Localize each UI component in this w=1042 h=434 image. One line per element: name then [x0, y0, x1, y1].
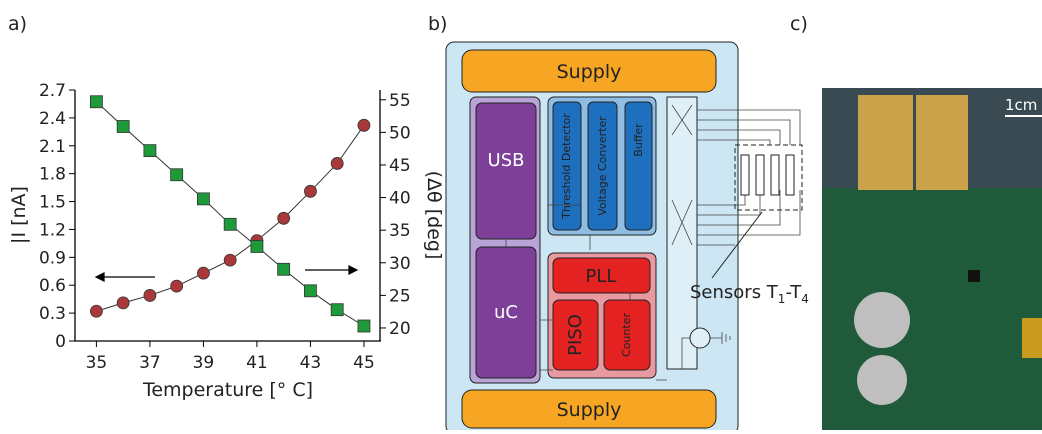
- usb-box: [476, 103, 536, 239]
- panel-label: c): [790, 13, 808, 35]
- y-tick-label: 0.9: [39, 248, 66, 268]
- battery-holder: [857, 355, 907, 405]
- y-axis-title: |I [nA]: [8, 186, 30, 244]
- y2-tick-label: 40: [389, 189, 411, 209]
- label: Voltage Converter: [596, 116, 609, 216]
- marker: [304, 285, 316, 297]
- label: Supply: [557, 399, 622, 421]
- marker: [117, 121, 129, 133]
- marker: [224, 218, 236, 230]
- panel-label: b): [428, 13, 447, 35]
- y-tick-label: 0: [55, 332, 66, 352]
- sensor-pad: [858, 95, 913, 190]
- marker: [358, 119, 370, 131]
- x-axis-title: Temperature [° C]: [142, 379, 313, 401]
- block: [625, 102, 652, 230]
- y-tick-label: 0.3: [39, 304, 66, 324]
- sensor-pad: [916, 95, 968, 190]
- chip: [968, 270, 980, 282]
- resistors: [741, 155, 794, 195]
- label: Threshold Detector: [560, 113, 573, 220]
- marker: [144, 145, 156, 157]
- y2-tick-label: 35: [389, 221, 411, 241]
- marker: [304, 185, 316, 197]
- label: Buffer: [632, 123, 645, 157]
- scale-label: 1cm: [1005, 96, 1037, 114]
- arrow: [96, 266, 357, 281]
- x-tick-label: 45: [353, 353, 375, 373]
- y2-tick-label: 20: [389, 319, 411, 339]
- y2-tick-label: 50: [389, 123, 411, 143]
- label: Counter: [620, 313, 633, 357]
- x-tick-label: 41: [246, 353, 268, 373]
- x-tick-label: 43: [300, 353, 322, 373]
- marker: [278, 212, 290, 224]
- label: PISO: [565, 314, 586, 356]
- y-tick-label: 1.5: [39, 193, 66, 213]
- marker: [117, 297, 129, 309]
- connector: [667, 97, 697, 369]
- marker: [331, 304, 343, 316]
- y2-tick-label: 45: [389, 156, 411, 176]
- marker: [171, 280, 183, 292]
- marker: [251, 240, 263, 252]
- y2-tick-label: 55: [389, 91, 411, 111]
- source-symbol: [690, 328, 710, 348]
- y-tick-label: 2.7: [39, 81, 66, 101]
- y-tick-label: 1.8: [39, 165, 66, 185]
- label: USB: [488, 150, 525, 171]
- marker: [171, 169, 183, 181]
- y-tick-label: 2.1: [39, 137, 66, 157]
- series-line: [96, 102, 364, 326]
- x-tick-label: 39: [193, 353, 215, 373]
- x-tick-label: 37: [139, 353, 161, 373]
- marker: [224, 254, 236, 266]
- marker: [144, 289, 156, 301]
- x-tick-label: 35: [86, 353, 108, 373]
- label: PLL: [586, 266, 617, 287]
- chart: |I [nA] (Δθ [deg] Temperature [° C] 35 37…: [8, 81, 445, 401]
- y2-tick-label: 30: [389, 254, 411, 274]
- marker: [331, 157, 343, 169]
- marker: [197, 267, 209, 279]
- label: uC: [494, 302, 518, 323]
- y-tick-label: 0.6: [39, 276, 66, 296]
- panel-label: a): [8, 13, 27, 35]
- figure: a) b) c) |I [nA] (Δθ [deg] Temperature […: [0, 0, 1042, 430]
- y2-axis-title: (Δθ [deg]: [423, 171, 445, 260]
- y-tick-label: 1.2: [39, 220, 66, 240]
- marker: [358, 320, 370, 332]
- marker: [90, 96, 102, 108]
- photo: 1cm: [822, 88, 1042, 430]
- marker: [90, 305, 102, 317]
- component: [1022, 318, 1042, 358]
- marker: [197, 193, 209, 205]
- label: Supply: [557, 61, 622, 83]
- sensors-label: Sensors T1-T4: [690, 282, 809, 306]
- block-diagram: Supply Supply USB uC Threshold Detector …: [446, 42, 809, 430]
- marker: [278, 263, 290, 275]
- y-tick-label: 2.4: [39, 109, 66, 129]
- y2-tick-label: 25: [389, 286, 411, 306]
- battery-holder: [854, 292, 910, 348]
